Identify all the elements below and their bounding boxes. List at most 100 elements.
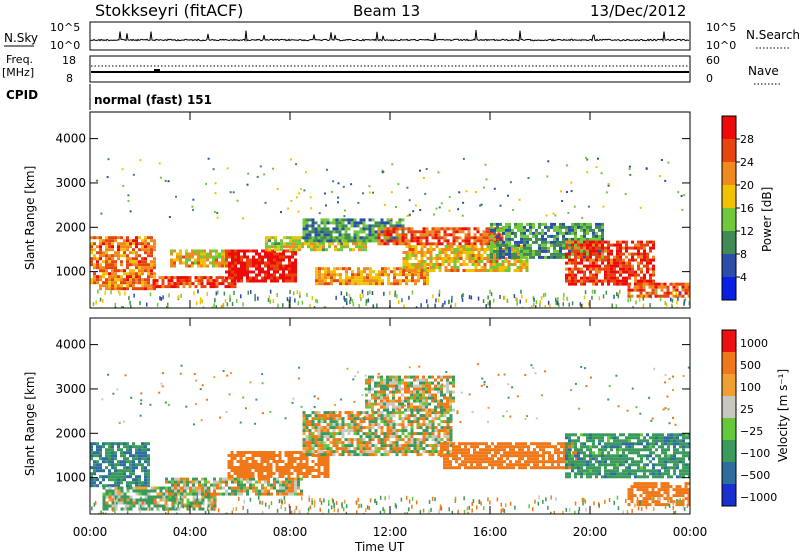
heatmap-cell xyxy=(338,224,342,228)
heatmap-cell xyxy=(479,466,482,470)
heatmap-cell xyxy=(571,301,574,306)
heatmap-cell xyxy=(571,282,574,286)
heatmap-cell xyxy=(522,263,526,266)
heatmap-cell xyxy=(443,405,446,409)
heatmap-cell xyxy=(496,234,499,238)
heatmap-cell xyxy=(483,257,487,260)
heatmap-cell xyxy=(129,284,132,288)
heatmap-cell xyxy=(347,450,351,454)
heatmap-cell xyxy=(437,227,441,231)
heatmap-cell xyxy=(126,260,129,264)
heatmap-cell xyxy=(416,450,420,454)
heatmap-cell xyxy=(338,411,342,415)
heatmap-cell xyxy=(509,442,512,446)
heatmap-cell xyxy=(521,457,524,461)
heatmap-cell xyxy=(166,305,168,308)
heatmap-cell xyxy=(535,240,538,244)
heatmap-cell xyxy=(287,472,291,475)
heatmap-cell xyxy=(452,451,455,455)
heatmap-cell xyxy=(392,423,396,427)
heatmap-cell xyxy=(556,252,559,256)
heatmap-cell xyxy=(350,453,354,457)
heatmap-cell xyxy=(233,282,237,286)
heatmap-cell xyxy=(579,302,582,307)
heatmap-cell xyxy=(261,492,264,496)
heatmap-cell xyxy=(581,303,584,308)
heatmap-cell xyxy=(380,233,384,237)
heatmap-cell xyxy=(197,261,200,265)
heatmap-cell xyxy=(266,472,270,475)
heatmap-cell xyxy=(529,255,532,259)
heatmap-cell xyxy=(308,224,312,228)
heatmap-cell xyxy=(231,489,234,493)
heatmap-cell xyxy=(301,245,304,249)
heatmap-cell xyxy=(173,285,177,289)
heatmap-cell xyxy=(371,414,375,418)
heatmap-cell xyxy=(316,245,319,249)
heatmap-cell xyxy=(261,258,264,262)
heatmap-cell xyxy=(330,282,333,286)
heatmap-cell xyxy=(219,492,222,496)
heatmap-cell xyxy=(426,273,429,277)
heatmap-cell xyxy=(346,292,348,296)
heatmap-cell xyxy=(431,233,435,237)
heatmap-cell xyxy=(452,399,455,403)
heatmap-cell xyxy=(179,279,183,283)
heatmap-cell xyxy=(240,486,243,490)
heatmap-cell xyxy=(324,270,327,274)
heatmap-cell xyxy=(298,239,301,243)
heatmap-cell xyxy=(637,264,640,268)
heatmap-cell xyxy=(530,460,533,464)
heatmap-cell xyxy=(497,457,500,461)
heatmap-cell xyxy=(507,269,511,272)
heatmap-cell xyxy=(479,242,483,246)
heatmap-cell xyxy=(206,282,210,286)
heatmap-cell xyxy=(147,460,150,464)
heatmap-cell xyxy=(111,248,114,252)
heatmap-cell xyxy=(529,231,532,235)
heatmap-cell xyxy=(338,227,342,231)
heatmap-cell xyxy=(126,498,130,502)
heatmap-cell xyxy=(139,159,142,162)
heatmap-cell xyxy=(93,478,96,482)
heatmap-cell xyxy=(168,507,172,511)
heatmap-cell xyxy=(461,294,463,299)
heatmap-cell xyxy=(138,457,141,461)
heatmap-cell xyxy=(234,252,237,256)
heatmap-cell xyxy=(368,185,371,188)
heatmap-cell xyxy=(446,411,450,415)
heatmap-cell xyxy=(377,438,381,442)
heatmap-cell xyxy=(627,298,629,303)
heatmap-cell xyxy=(496,246,499,250)
heatmap-cell xyxy=(408,295,410,300)
heatmap-cell xyxy=(503,295,505,300)
heatmap-cell xyxy=(105,287,108,291)
heatmap-cell xyxy=(401,230,405,234)
heatmap-cell xyxy=(114,457,117,461)
heatmap-cell xyxy=(324,306,327,308)
heatmap-cell xyxy=(102,284,105,288)
heatmap-cell xyxy=(294,489,297,493)
heatmap-cell xyxy=(392,384,395,388)
heatmap-cell xyxy=(524,463,527,467)
heatmap-cell xyxy=(132,284,135,288)
heatmap-cell xyxy=(179,258,182,262)
heatmap-cell xyxy=(176,255,179,259)
heatmap-cell xyxy=(371,233,375,237)
heatmap-cell xyxy=(279,273,282,277)
heatmap-cell xyxy=(126,489,130,493)
heatmap-cell xyxy=(341,450,345,454)
heatmap-cell xyxy=(281,466,285,469)
heatmap-cell xyxy=(565,237,568,241)
heatmap-cell xyxy=(374,233,378,237)
heatmap-cell xyxy=(161,276,165,280)
heatmap-cell xyxy=(231,273,234,277)
heatmap-cell xyxy=(374,224,378,228)
heatmap-cell xyxy=(230,282,234,286)
heatmap-cell xyxy=(326,227,330,231)
heatmap-cell xyxy=(613,294,615,299)
heatmap-cell xyxy=(326,423,330,427)
heatmap-cell xyxy=(324,192,326,195)
heatmap-cell xyxy=(467,239,471,243)
heatmap-cell xyxy=(672,288,676,292)
